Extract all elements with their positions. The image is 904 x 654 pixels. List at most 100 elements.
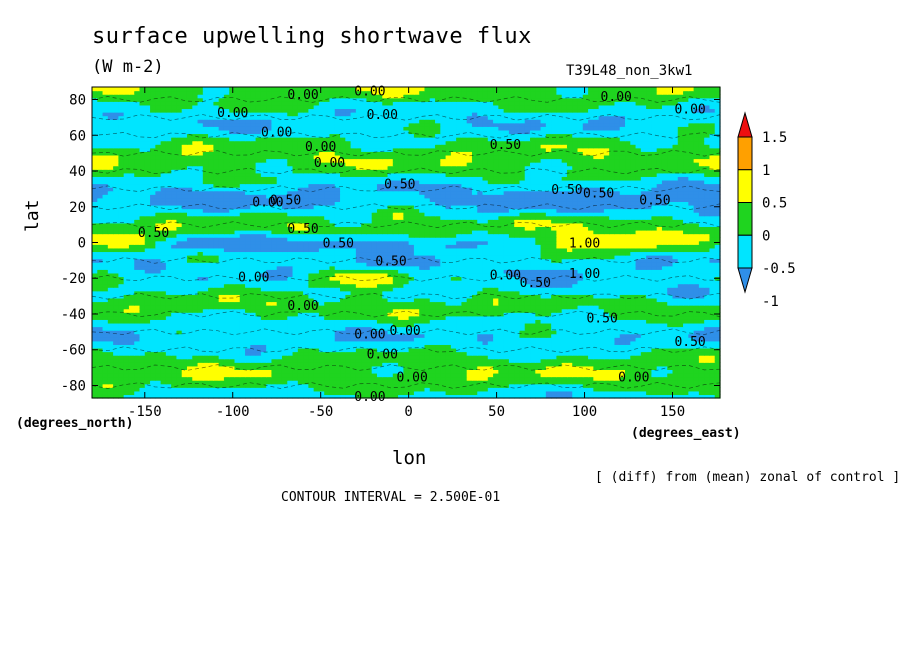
field-cell bbox=[698, 376, 705, 381]
field-cell bbox=[419, 280, 426, 285]
field-cell bbox=[287, 269, 294, 274]
field-cell bbox=[524, 272, 531, 278]
field-cell bbox=[572, 390, 579, 396]
field-cell bbox=[150, 258, 156, 263]
field-cell bbox=[197, 305, 204, 310]
field-cell bbox=[688, 255, 695, 260]
field-cell bbox=[255, 265, 262, 270]
field-cell bbox=[218, 255, 225, 260]
field-cell bbox=[155, 280, 162, 285]
field-cell bbox=[572, 387, 579, 392]
field-cell bbox=[134, 258, 141, 263]
field-cell bbox=[493, 315, 499, 320]
field-cell bbox=[651, 337, 658, 342]
field-cell bbox=[308, 272, 315, 278]
field-cell bbox=[271, 330, 278, 335]
field-cell bbox=[313, 362, 320, 367]
field-cell bbox=[566, 340, 573, 345]
field-cell bbox=[324, 301, 331, 306]
field-cell bbox=[625, 383, 631, 388]
field-cell bbox=[667, 337, 674, 342]
field-cell bbox=[318, 297, 325, 303]
field-cell bbox=[281, 294, 288, 299]
field-cell bbox=[318, 322, 325, 328]
field-cell bbox=[413, 265, 420, 270]
field-cell bbox=[398, 301, 404, 306]
field-cell bbox=[540, 387, 547, 392]
field-cell bbox=[582, 326, 589, 331]
field-cell bbox=[186, 294, 193, 299]
field-cell bbox=[324, 330, 331, 335]
field-cell bbox=[609, 283, 616, 288]
field-cell bbox=[508, 383, 515, 388]
field-cell bbox=[609, 319, 616, 324]
field-cell bbox=[281, 365, 288, 370]
field-cell bbox=[408, 326, 415, 331]
field-cell bbox=[255, 344, 262, 349]
field-cell bbox=[376, 280, 383, 285]
field-cell bbox=[688, 369, 695, 374]
field-cell bbox=[234, 365, 241, 370]
field-cell bbox=[625, 251, 631, 256]
field-cell bbox=[165, 247, 172, 253]
field-cell bbox=[361, 383, 368, 388]
field-cell bbox=[704, 347, 711, 353]
field-cell bbox=[609, 276, 616, 281]
field-cell bbox=[350, 312, 357, 317]
field-cell bbox=[508, 247, 515, 253]
field-cell bbox=[123, 326, 130, 331]
field-cell bbox=[424, 333, 431, 338]
field-cell bbox=[107, 247, 114, 253]
field-cell bbox=[334, 301, 341, 306]
field-cell bbox=[171, 255, 178, 260]
field-cell bbox=[677, 383, 684, 388]
field-cell bbox=[213, 344, 220, 349]
field-cell bbox=[197, 262, 204, 267]
field-cell bbox=[672, 297, 679, 303]
field-cell bbox=[566, 387, 573, 392]
field-cell bbox=[445, 276, 452, 281]
field-cell bbox=[165, 280, 172, 285]
field-cell bbox=[329, 272, 336, 278]
field-cell bbox=[281, 394, 288, 399]
field-cell bbox=[598, 312, 605, 317]
field-cell bbox=[456, 351, 463, 356]
field-cell bbox=[540, 394, 547, 399]
field-cell bbox=[366, 372, 373, 378]
field-cell bbox=[155, 312, 162, 317]
field-cell bbox=[545, 319, 552, 324]
field-cell bbox=[271, 376, 278, 381]
field-cell bbox=[313, 262, 320, 267]
field-cell bbox=[514, 376, 521, 381]
field-cell bbox=[408, 265, 415, 270]
field-cell bbox=[218, 272, 225, 278]
field-cell bbox=[625, 347, 631, 353]
field-cell bbox=[150, 262, 156, 267]
field-cell bbox=[566, 315, 573, 320]
field-cell bbox=[266, 358, 273, 363]
field-cell bbox=[303, 319, 309, 324]
field-cell bbox=[408, 390, 415, 396]
field-cell bbox=[355, 258, 362, 263]
field-cell bbox=[271, 365, 278, 370]
field-cell bbox=[197, 337, 204, 342]
field-cell bbox=[128, 333, 135, 338]
field-cell bbox=[134, 344, 141, 349]
field-cell bbox=[514, 265, 521, 270]
field-cell bbox=[192, 315, 199, 320]
field-cell bbox=[334, 380, 341, 385]
field-cell bbox=[318, 258, 325, 263]
field-cell bbox=[530, 358, 536, 363]
field-cell bbox=[281, 337, 288, 342]
field-cell bbox=[493, 333, 499, 338]
field-cell bbox=[128, 287, 135, 292]
field-cell bbox=[223, 287, 230, 292]
field-cell bbox=[651, 272, 658, 278]
field-cell bbox=[635, 265, 642, 270]
field-cell bbox=[445, 258, 452, 263]
field-cell bbox=[355, 326, 362, 331]
field-cell bbox=[619, 383, 626, 388]
field-cell bbox=[440, 387, 447, 392]
field-cell bbox=[677, 351, 684, 356]
field-cell bbox=[630, 276, 637, 281]
